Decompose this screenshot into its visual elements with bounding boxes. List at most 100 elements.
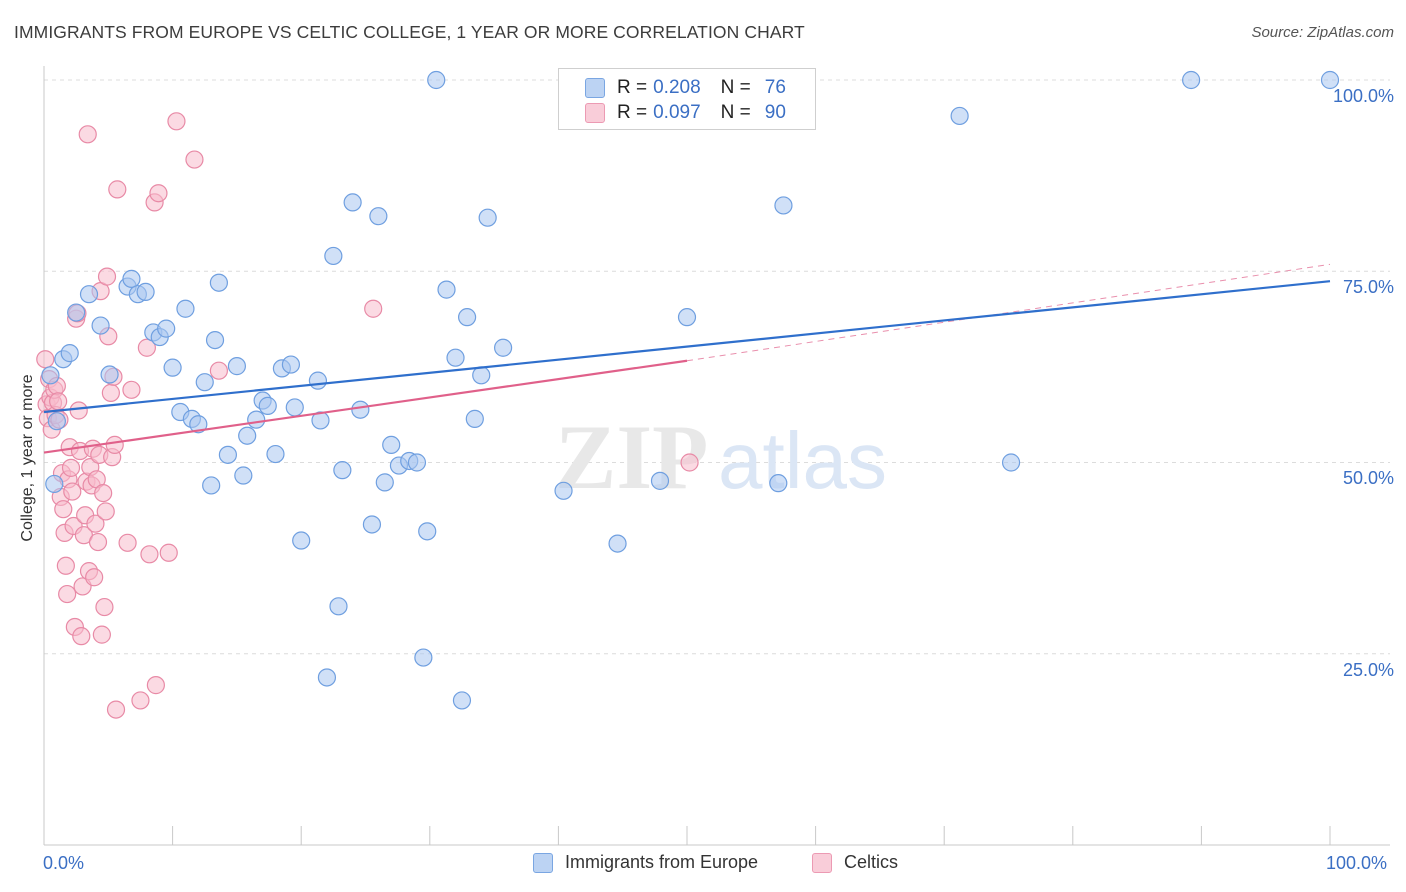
europe-point (375, 473, 394, 492)
europe-point (258, 396, 277, 415)
celtics-point (58, 584, 77, 604)
europe-point (351, 400, 370, 419)
celtics-point (105, 435, 124, 455)
europe-point (195, 373, 214, 392)
celtics-point (137, 338, 156, 357)
celtics-point (49, 392, 68, 411)
europe-point (446, 348, 465, 367)
source-credit[interactable]: Source: ZipAtlas.com (1251, 24, 1394, 41)
r-label: R = (617, 77, 648, 98)
europe-point (67, 303, 86, 322)
celtics-point (118, 533, 137, 552)
europe-point (494, 338, 513, 357)
europe-point (437, 280, 456, 299)
celtics-trend-line (43, 359, 688, 454)
europe-point (324, 246, 343, 266)
x-tick-label-max: 100.0% (1326, 853, 1388, 873)
europe-point (79, 285, 99, 304)
n-label: N = (720, 77, 751, 98)
europe-point (418, 522, 437, 541)
celtics-point (95, 597, 114, 617)
europe-trend-line (43, 280, 1331, 414)
celtics-point (167, 112, 186, 131)
celtics-points (36, 112, 699, 719)
correlation-legend: R = 0.208 N = 76 R = 0.097 N = 90 (558, 68, 816, 130)
europe-point (1182, 70, 1201, 90)
chart-title: IMMIGRANTS FROM EUROPE VS CELTIC COLLEGE… (14, 22, 805, 42)
europe-point (209, 273, 228, 292)
celtics-point (97, 267, 117, 286)
legend-row-europe: R = 0.208 N = 76 (585, 76, 786, 100)
europe-point (292, 531, 311, 550)
celtics-point (86, 514, 105, 533)
grid-lines (44, 79, 1390, 655)
europe-point (247, 410, 266, 429)
europe-point (205, 331, 225, 350)
europe-point (769, 474, 788, 493)
europe-point (465, 409, 484, 428)
legend-item-europe[interactable]: Immigrants from Europe (533, 852, 758, 873)
celtics-point (69, 401, 88, 420)
celtics-point (159, 543, 178, 562)
europe-point (47, 412, 66, 431)
europe-point (343, 193, 362, 212)
legend-swatch-europe (533, 852, 553, 873)
celtics-point (92, 625, 111, 644)
europe-point (41, 366, 60, 385)
axes (43, 66, 1390, 846)
europe-point (157, 319, 176, 338)
y-tick-label: 100.0% (1332, 86, 1394, 106)
europe-point (317, 668, 337, 687)
europe-point (91, 316, 110, 335)
europe-point (457, 308, 477, 327)
n-value: 76 (764, 77, 786, 98)
y-tick-label: 25.0% (1342, 660, 1394, 680)
europe-point (369, 207, 388, 226)
europe-point (382, 435, 401, 455)
europe-point (308, 371, 328, 390)
europe-point (60, 344, 79, 363)
europe-point (608, 534, 627, 553)
europe-point (333, 461, 352, 480)
europe-point (407, 453, 427, 472)
europe-point (1320, 70, 1340, 90)
europe-point (218, 445, 237, 464)
europe-point (1001, 453, 1021, 472)
celtics-point (140, 545, 159, 564)
celtics-point (36, 350, 55, 369)
watermark-atlas: atlas (718, 416, 887, 505)
europe-point (45, 474, 64, 494)
europe-point (281, 355, 301, 374)
celtics-point (78, 125, 97, 144)
y-tick-label: 50.0% (1342, 468, 1394, 488)
europe-point (189, 415, 208, 434)
legend-item-celtics[interactable]: Celtics (812, 852, 898, 873)
europe-point (554, 481, 573, 500)
n-label: N = (720, 102, 751, 123)
celtics-point (61, 458, 81, 477)
celtics-point (54, 500, 73, 519)
celtics-point (85, 568, 104, 587)
europe-point (677, 308, 697, 327)
europe-point (163, 358, 182, 377)
celtics-trend-extension (686, 263, 1331, 362)
legend-swatch-europe (585, 78, 605, 98)
celtics-point (56, 556, 75, 575)
europe-point (414, 648, 433, 667)
celtics-point (101, 383, 120, 402)
trend-lines (43, 263, 1331, 454)
europe-point (329, 597, 348, 616)
y-tick-label: 75.0% (1342, 277, 1394, 297)
europe-point (176, 299, 195, 318)
europe-point (950, 106, 969, 126)
celtics-point (122, 380, 141, 399)
celtics-point (131, 691, 150, 710)
legend-label-europe: Immigrants from Europe (565, 852, 759, 872)
europe-points (41, 70, 1340, 710)
europe-point (650, 471, 670, 490)
europe-point (238, 426, 257, 445)
europe-point (311, 411, 330, 430)
celtics-point (94, 484, 113, 503)
europe-point (122, 269, 141, 288)
